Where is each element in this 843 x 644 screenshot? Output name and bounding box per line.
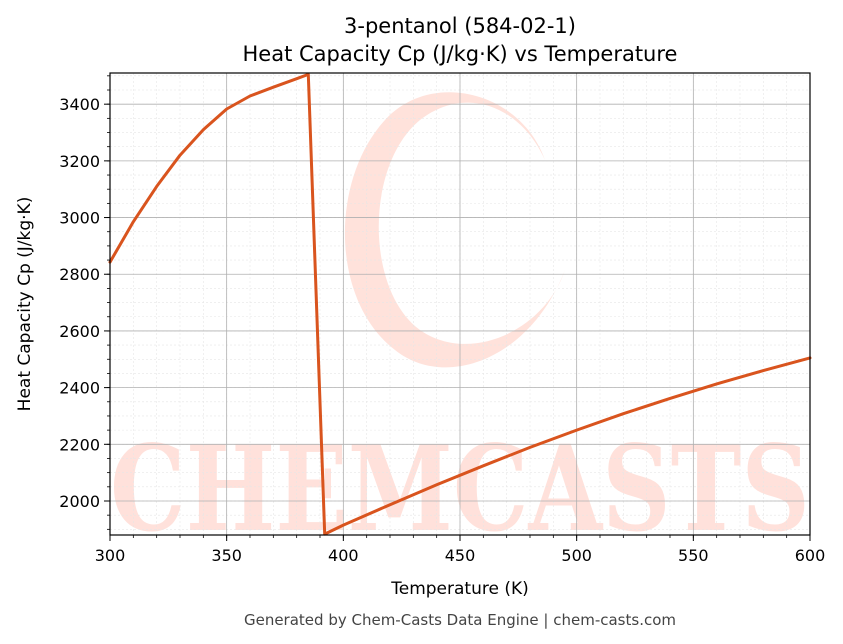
chart-title-line1: 3-pentanol (584-02-1) bbox=[344, 14, 576, 38]
x-tick-label: 450 bbox=[445, 546, 476, 565]
watermark-logo-swirl bbox=[344, 92, 565, 368]
y-tick-label: 3200 bbox=[59, 152, 100, 171]
x-tick-label: 500 bbox=[561, 546, 592, 565]
x-axis-label: Temperature (K) bbox=[390, 579, 529, 599]
x-tick-label: 550 bbox=[678, 546, 709, 565]
y-tick-label: 2800 bbox=[59, 265, 100, 284]
series-layer bbox=[108, 72, 812, 536]
x-tick-label: 400 bbox=[328, 546, 359, 565]
y-axis-ticks: 2000 2200 2400 2600 2800 3000 3200 3400 bbox=[59, 75, 110, 530]
x-axis-ticks: 300 350 400 450 500 550 600 bbox=[95, 535, 826, 565]
chart-title-line2: Heat Capacity Cp (J/kg·K) vs Temperature bbox=[243, 42, 678, 66]
x-tick-label: 300 bbox=[95, 546, 126, 565]
y-axis-label: Heat Capacity Cp (J/kg·K) bbox=[15, 197, 35, 412]
series-line bbox=[108, 72, 812, 536]
y-tick-label: 2200 bbox=[59, 435, 100, 454]
y-tick-label: 2400 bbox=[59, 379, 100, 398]
y-tick-label: 3000 bbox=[59, 209, 100, 228]
y-tick-label: 2600 bbox=[59, 322, 100, 341]
footer-credit: Generated by Chem-Casts Data Engine | ch… bbox=[244, 611, 676, 629]
y-tick-label: 2000 bbox=[59, 492, 100, 511]
y-tick-label: 3400 bbox=[59, 95, 100, 114]
x-tick-label: 600 bbox=[795, 546, 826, 565]
x-tick-label: 350 bbox=[211, 546, 242, 565]
